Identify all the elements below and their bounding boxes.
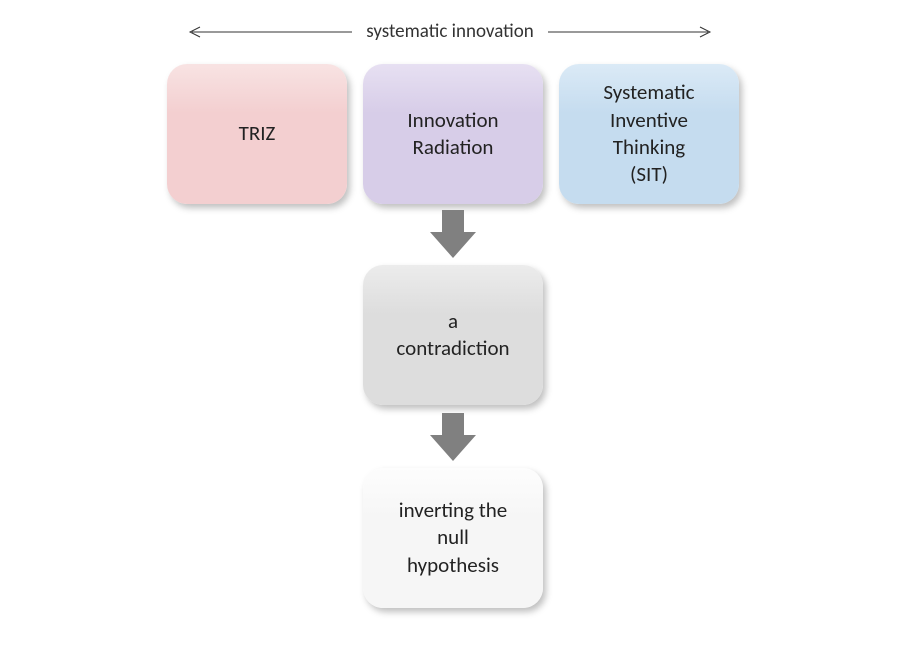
down-arrow-icon [430,210,476,258]
box-innovation-radiation-label: InnovationRadiation [407,107,498,162]
box-sit-label: SystematicInventiveThinking(SIT) [603,79,694,188]
box-sit: SystematicInventiveThinking(SIT) [559,64,739,204]
down-arrow-icon [430,413,476,461]
header-spectrum: systematic innovation [0,20,900,43]
box-contradiction: acontradiction [363,265,543,405]
box-triz-label: TRIZ [239,120,276,147]
header-label: systematic innovation [352,20,547,43]
box-innovation-radiation: InnovationRadiation [363,64,543,204]
box-contradiction-label: acontradiction [396,308,509,363]
box-triz: TRIZ [167,64,347,204]
left-arrow-icon [182,25,352,39]
box-null-hypothesis-label: inverting thenullhypothesis [399,497,507,579]
box-null-hypothesis: inverting thenullhypothesis [363,468,543,608]
right-arrow-icon [548,25,718,39]
